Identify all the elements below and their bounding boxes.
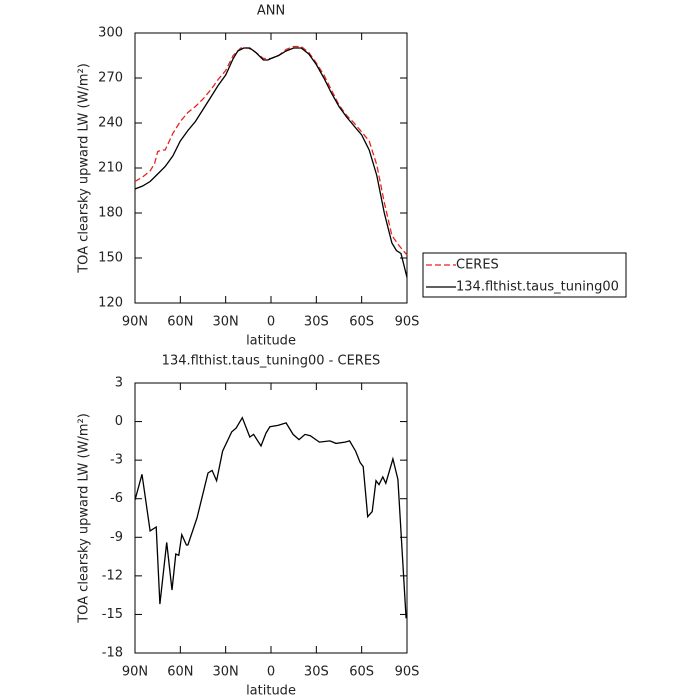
y-tick-label: 120 [98, 296, 123, 311]
legend-label: CERES [456, 258, 499, 273]
chart-title: 134.flthist.taus_tuning00 - CERES [162, 354, 381, 369]
chart-title: ANN [257, 4, 285, 19]
y-tick-label: 240 [98, 116, 123, 131]
x-tick-label: 0 [267, 315, 275, 330]
y-axis-label: TOA clearsky upward LW (W/m²) [77, 63, 92, 274]
x-tick-label: 90N [122, 665, 148, 680]
x-tick-label: 30S [304, 315, 329, 330]
legend-label: 134.flthist.taus_tuning00 [456, 280, 619, 295]
y-tick-label: 270 [98, 71, 123, 86]
y-tick-label: 3 [115, 376, 123, 391]
x-tick-label: 60N [167, 665, 193, 680]
y-tick-label: 150 [98, 251, 123, 266]
y-tick-label: 210 [98, 161, 123, 176]
legend-box [422, 252, 627, 298]
x-tick-label: 60S [349, 665, 374, 680]
y-tick-label: -15 [102, 607, 123, 622]
y-axis-label: TOA clearsky upward LW (W/m²) [77, 413, 92, 624]
x-tick-label: 60N [167, 315, 193, 330]
y-tick-label: -18 [102, 646, 123, 661]
x-tick-label: 30S [304, 665, 329, 680]
data-line [134, 45, 408, 256]
x-tick-label: 30N [213, 665, 239, 680]
x-tick-label: 90S [395, 665, 420, 680]
y-tick-label: -9 [110, 530, 123, 545]
x-tick-label: 90S [395, 315, 420, 330]
x-axis-label: latitude [246, 684, 296, 699]
data-line [134, 416, 407, 619]
x-tick-label: 0 [267, 665, 275, 680]
y-tick-label: -6 [110, 491, 123, 506]
y-tick-label: -3 [110, 453, 123, 468]
plot-frame [134, 32, 408, 304]
x-tick-label: 90N [122, 315, 148, 330]
x-tick-label: 30N [213, 315, 239, 330]
y-tick-label: 300 [98, 26, 123, 41]
x-axis-label: latitude [246, 334, 296, 349]
x-tick-label: 60S [349, 315, 374, 330]
y-tick-label: 180 [98, 206, 123, 221]
y-tick-label: -12 [102, 568, 123, 583]
y-tick-label: 0 [115, 414, 123, 429]
plot-frame [134, 382, 408, 654]
data-line [134, 47, 408, 278]
